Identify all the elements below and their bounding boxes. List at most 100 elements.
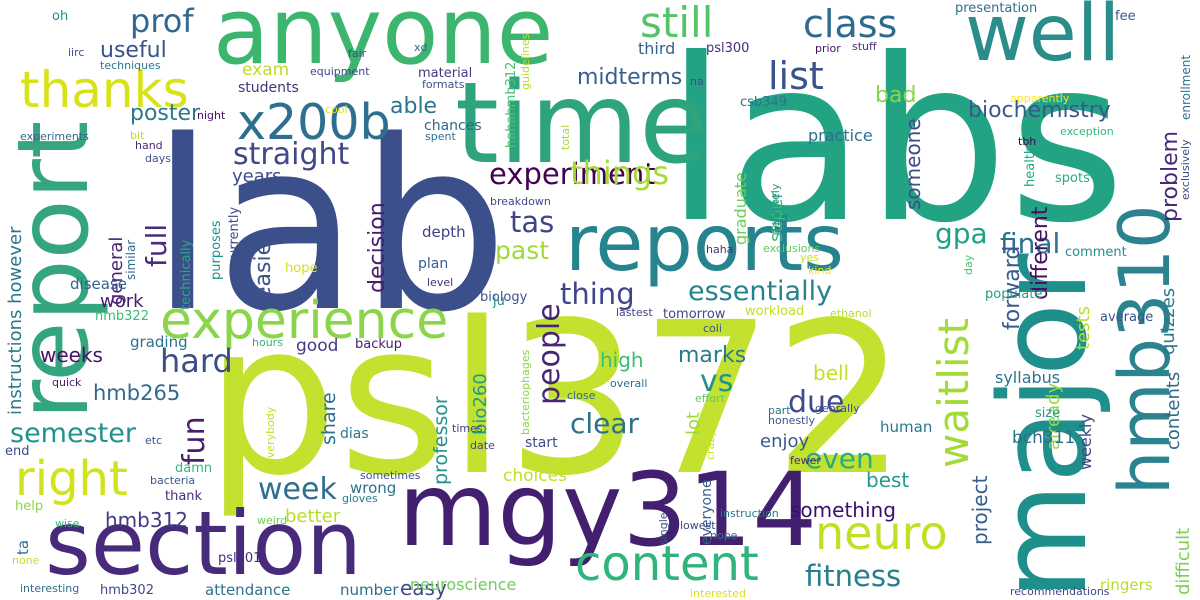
word: single bbox=[657, 512, 670, 545]
word: dias bbox=[340, 426, 369, 442]
word: help bbox=[15, 499, 44, 514]
word: useful bbox=[100, 38, 167, 63]
word: labs bbox=[665, 11, 1126, 273]
word: able bbox=[390, 94, 438, 119]
word: reports bbox=[565, 199, 844, 289]
word: spots bbox=[1055, 171, 1090, 186]
word: neuro bbox=[815, 506, 948, 560]
word: work bbox=[100, 291, 144, 312]
word: wise bbox=[55, 517, 80, 530]
word: ju bbox=[493, 294, 505, 309]
word: time bbox=[455, 59, 709, 189]
word: past bbox=[495, 236, 550, 265]
word: someone bbox=[901, 118, 925, 210]
word: mgy314 bbox=[398, 451, 818, 570]
word: tas bbox=[510, 205, 555, 239]
word: different bbox=[1028, 206, 1053, 300]
word: hahahmb312 bbox=[504, 61, 519, 148]
word: fair bbox=[348, 47, 367, 60]
word: date bbox=[470, 439, 495, 452]
word: plan bbox=[418, 256, 449, 272]
word: fee bbox=[1115, 9, 1136, 24]
word: start bbox=[525, 435, 558, 451]
word: tomorrow bbox=[663, 307, 726, 322]
word: similar bbox=[124, 239, 138, 280]
word: hand bbox=[135, 139, 163, 152]
word: etc bbox=[145, 434, 163, 447]
word: bacteria bbox=[150, 474, 196, 487]
word: crazy bbox=[704, 430, 717, 460]
word: exception bbox=[1060, 125, 1114, 138]
word: choices bbox=[503, 466, 567, 486]
word: hard bbox=[160, 342, 233, 380]
word: third bbox=[638, 39, 676, 58]
word: lastest bbox=[616, 306, 653, 319]
word: fun bbox=[177, 416, 212, 465]
word: anyone bbox=[213, 0, 554, 85]
word: biochemistry bbox=[968, 98, 1111, 123]
word: night bbox=[197, 109, 226, 122]
word: x200b bbox=[237, 94, 391, 151]
word: none bbox=[12, 554, 40, 567]
word: lab bbox=[150, 91, 509, 364]
word: part bbox=[768, 404, 791, 417]
word: hours bbox=[252, 336, 283, 349]
word: lowest bbox=[680, 519, 716, 532]
word: experience bbox=[160, 291, 449, 351]
word: number bbox=[340, 581, 399, 599]
word: prof bbox=[130, 2, 194, 40]
word: poster bbox=[130, 101, 201, 126]
word: psl372 bbox=[205, 277, 907, 522]
word: decision bbox=[365, 202, 390, 293]
word: well bbox=[965, 0, 1121, 79]
word: recommendations bbox=[1010, 585, 1110, 598]
word: experiments bbox=[20, 130, 89, 143]
word: class bbox=[803, 2, 898, 46]
word: things bbox=[570, 154, 669, 192]
word: still bbox=[640, 0, 714, 47]
word: technically bbox=[179, 239, 194, 310]
word: exclusively bbox=[1179, 139, 1192, 200]
word: instructions however bbox=[5, 226, 26, 415]
word: na bbox=[690, 75, 704, 88]
word: psl300 bbox=[706, 41, 750, 56]
word: oh bbox=[52, 9, 69, 24]
word: cool bbox=[325, 103, 348, 116]
word: disease bbox=[70, 275, 127, 293]
word: honestly bbox=[768, 414, 816, 427]
word: interested bbox=[690, 587, 746, 600]
word: thank bbox=[165, 489, 203, 504]
word: best bbox=[866, 468, 910, 492]
word: tbh bbox=[1018, 135, 1037, 148]
word: midterms bbox=[577, 65, 683, 90]
word: project bbox=[968, 475, 992, 545]
word: graduate bbox=[731, 172, 750, 245]
word: weekly bbox=[1076, 414, 1095, 470]
word: ringers bbox=[1100, 576, 1153, 594]
word: enrollment bbox=[1179, 54, 1193, 120]
word: week bbox=[258, 472, 337, 507]
word: psl301 bbox=[218, 551, 262, 566]
word: overall bbox=[610, 377, 648, 390]
word: day bbox=[962, 254, 975, 275]
word: coli bbox=[703, 322, 722, 335]
word: grading bbox=[130, 333, 188, 351]
word: gpa bbox=[935, 217, 988, 250]
word: spent bbox=[425, 130, 456, 143]
word: prior bbox=[815, 42, 841, 55]
word: students bbox=[238, 80, 299, 96]
word: equipment bbox=[310, 65, 370, 78]
word: stuff bbox=[852, 40, 877, 53]
word: definitely bbox=[769, 183, 782, 235]
word: enjoy bbox=[760, 431, 810, 452]
word: people bbox=[532, 303, 567, 405]
word: formats bbox=[422, 78, 465, 91]
word: better bbox=[285, 506, 341, 527]
word: something bbox=[790, 498, 896, 522]
word: breakdown bbox=[490, 195, 551, 208]
word: workload bbox=[745, 304, 805, 319]
word: times bbox=[452, 422, 483, 435]
word: level bbox=[427, 276, 454, 289]
word: lot bbox=[683, 411, 704, 435]
